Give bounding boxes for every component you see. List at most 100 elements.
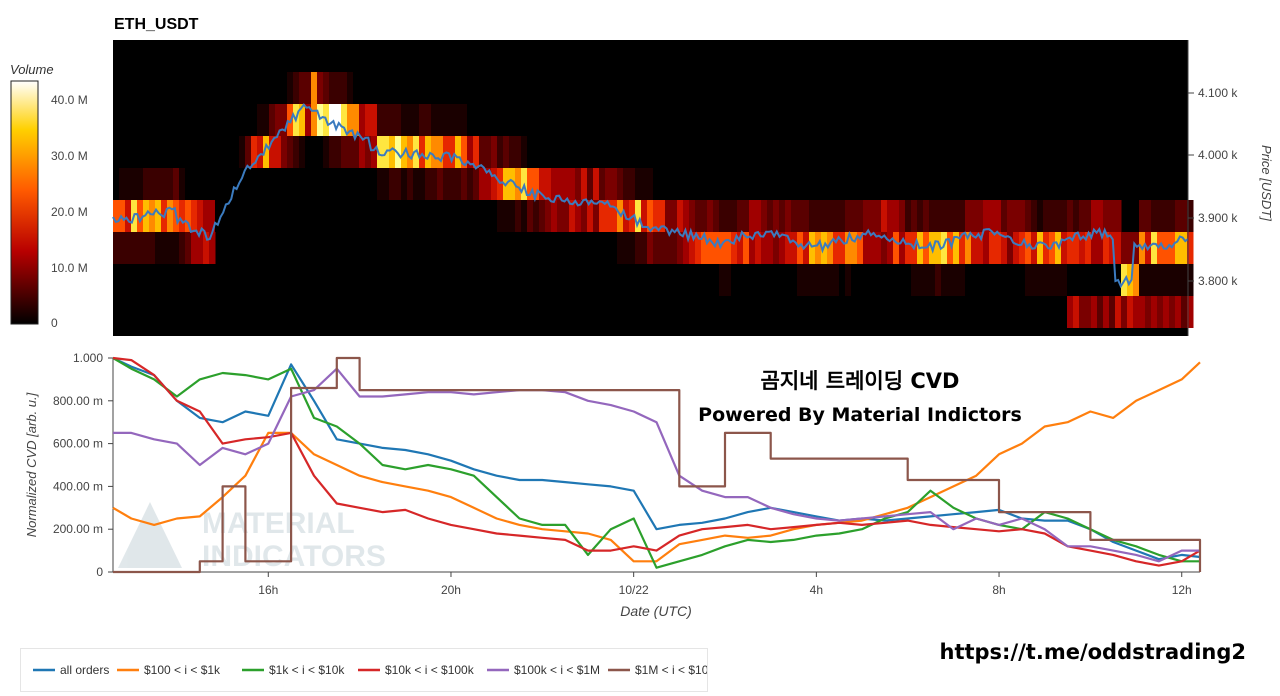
heatmap-cell (1073, 200, 1080, 232)
heatmap-cell (119, 200, 126, 232)
colorbar-title: Volume (10, 62, 54, 77)
heatmap-cell (845, 264, 852, 296)
heatmap-cell (1025, 200, 1032, 232)
heatmap-cell (299, 72, 306, 104)
heatmap-cell (641, 232, 648, 264)
heatmap-cell (1145, 200, 1152, 232)
heatmap-cell (491, 168, 498, 200)
cvd-x-tick-label: 12h (1172, 583, 1192, 597)
heatmap-cell (665, 264, 672, 296)
heatmap-cell (497, 168, 504, 200)
heatmap-cell (275, 104, 282, 136)
legend-label[interactable]: $1k < i < $10k (269, 663, 345, 677)
heatmap-cell (239, 168, 246, 200)
heatmap-cell (935, 200, 942, 232)
heatmap-cell (1175, 264, 1182, 296)
heatmap-cell (1079, 264, 1086, 296)
heatmap-cell (599, 168, 606, 200)
heatmap-cell (887, 264, 894, 296)
heatmap-cell (323, 72, 330, 104)
heatmap-cell (155, 232, 162, 264)
heatmap-cell (179, 232, 186, 264)
chart-legend: all orders $100 < i < $1k $1k < i < $10k $1… (20, 648, 718, 692)
heatmap-cell (809, 232, 816, 264)
heatmap-cell (1061, 200, 1068, 232)
heatmap-cell (503, 136, 510, 168)
legend-label[interactable]: $100 < i < $1k (144, 663, 221, 677)
heatmap-cell (359, 136, 366, 168)
heatmap-cell (899, 200, 906, 232)
heatmap-cell (947, 264, 954, 296)
heatmap-cell (665, 168, 672, 200)
heatmap-cell (1181, 264, 1188, 296)
heatmap-cell (569, 168, 576, 200)
heatmap-cell (1151, 296, 1158, 328)
heatmap-cell (1037, 232, 1044, 264)
heatmap-cell (773, 264, 780, 296)
heatmap-cell (641, 200, 648, 232)
heatmap-cell (467, 104, 474, 136)
legend-label[interactable]: $100k < i < $1M (514, 663, 600, 677)
heatmap-cell (743, 232, 750, 264)
heatmap-cell (389, 136, 396, 168)
heatmap-cell (1073, 296, 1080, 328)
heatmap-cell (179, 168, 186, 200)
heatmap-cell (287, 72, 294, 104)
heatmap-cell (1181, 232, 1188, 264)
heatmap-cell (1049, 264, 1056, 296)
heatmap-cell (965, 232, 972, 264)
heatmap-cell (407, 168, 414, 200)
heatmap-cell (539, 136, 546, 168)
heatmap-cell (1187, 296, 1194, 328)
heatmap-cell (1007, 232, 1014, 264)
heatmap-cell (1037, 200, 1044, 232)
heatmap-cell (1097, 296, 1104, 328)
heatmap-cell (365, 104, 372, 136)
heatmap-cell (1181, 296, 1188, 328)
heatmap-cell (833, 200, 840, 232)
heatmap-cell (497, 200, 504, 232)
heatmap-cell (239, 136, 246, 168)
heatmap-cell (833, 232, 840, 264)
heatmap-cell (689, 264, 696, 296)
heatmap-cell (1079, 232, 1086, 264)
heatmap-cell (533, 200, 540, 232)
heatmap-cell (1127, 232, 1134, 264)
heatmap-cell (1085, 232, 1092, 264)
heatmap-cell (695, 264, 702, 296)
heatmap-cell (995, 200, 1002, 232)
price-tick-label: 4.100 k (1198, 86, 1238, 100)
heatmap-cell (1073, 264, 1080, 296)
heatmap-cell (479, 136, 486, 168)
heatmap-cell (131, 168, 138, 200)
heatmap-cell (1163, 200, 1170, 232)
heatmap-cell (473, 168, 480, 200)
heatmap-cell (467, 168, 474, 200)
heatmap-cell (1025, 232, 1032, 264)
legend-label[interactable]: $1M < i < $10M (635, 663, 718, 677)
heatmap-cell (1025, 264, 1032, 296)
heatmap-cell (839, 200, 846, 232)
heatmap-cell (281, 136, 288, 168)
heatmap-cell (245, 168, 252, 200)
heatmap-cell (1133, 264, 1140, 296)
heatmap-cell (989, 264, 996, 296)
heatmap-cell (485, 200, 492, 232)
heatmap-cell (971, 200, 978, 232)
heatmap-cell (407, 136, 414, 168)
heatmap-cell (953, 264, 960, 296)
cvd-x-axis-label: Date (UTC) (620, 603, 692, 619)
heatmap-cell (149, 232, 156, 264)
heatmap-cell (527, 136, 534, 168)
telegram-link[interactable]: https://t.me/oddstrading2 (940, 640, 1247, 664)
heatmap-cell (335, 104, 342, 136)
heatmap-cell (161, 232, 168, 264)
heatmap-cell (749, 264, 756, 296)
legend-label[interactable]: all orders (60, 663, 109, 677)
heatmap-cell (869, 232, 876, 264)
heatmap-cell (641, 168, 648, 200)
heatmap-cell (1187, 200, 1194, 232)
heatmap-cell (1157, 232, 1164, 264)
legend-label[interactable]: $10k < i < $100k (385, 663, 475, 677)
heatmap-cell (941, 264, 948, 296)
